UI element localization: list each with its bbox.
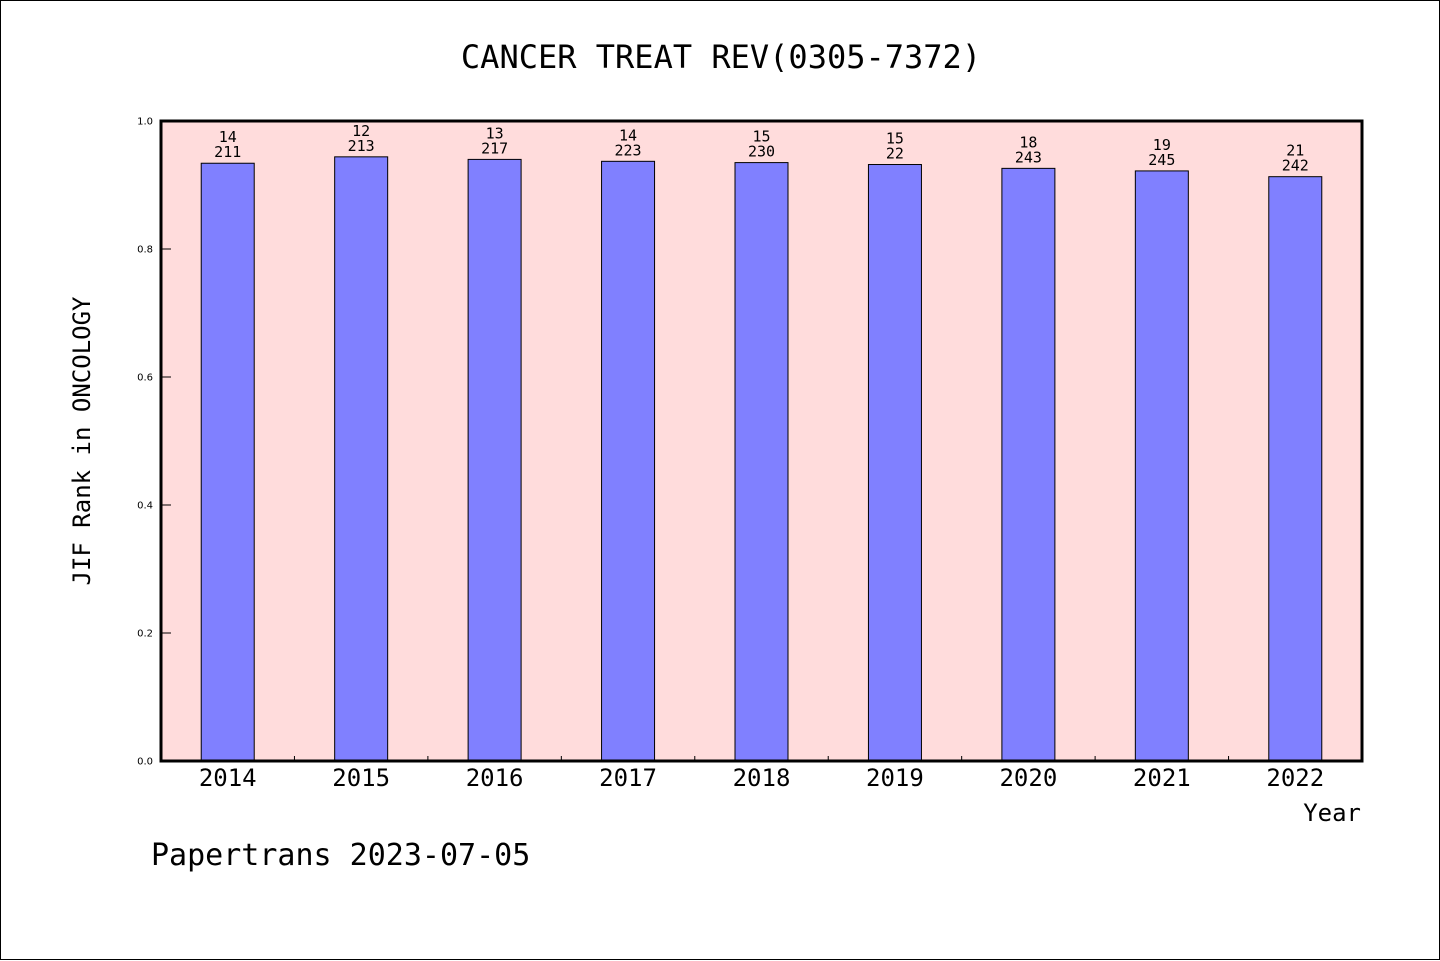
x-tick-label-2014: 2014	[199, 764, 257, 792]
total-label-2022: 242	[1282, 157, 1309, 175]
y-tick-label-0.8: 0.8	[137, 245, 153, 256]
total-label-2021: 245	[1148, 151, 1175, 169]
total-label-2018: 230	[748, 143, 775, 161]
x-tick-label-2022: 2022	[1266, 764, 1324, 792]
x-tick-label-2016: 2016	[466, 764, 524, 792]
x-tick-label-2019: 2019	[866, 764, 924, 792]
x-tick-label-2020: 2020	[999, 764, 1057, 792]
rank-label-2018: 15	[752, 128, 770, 146]
bar-2020	[1001, 167, 1056, 762]
total-label-2017: 223	[615, 141, 642, 159]
x-tick-label-2021: 2021	[1133, 764, 1191, 792]
y-tick-label-1.0: 1.0	[137, 117, 153, 128]
y-tick-label-0.0: 0.0	[137, 757, 153, 768]
total-label-2015: 213	[348, 137, 375, 155]
bar-2014	[200, 162, 255, 762]
y-tick-label-0.4: 0.4	[137, 501, 153, 512]
footer-watermark: Papertrans 2023-07-05	[151, 838, 530, 873]
y-tick-label-0.2: 0.2	[137, 629, 153, 640]
rank-label-2014: 14	[219, 128, 237, 146]
bar-2016	[467, 158, 522, 762]
rank-label-2016: 13	[486, 124, 504, 142]
bar-2022	[1268, 176, 1323, 762]
x-tick-label-2015: 2015	[332, 764, 390, 792]
total-label-2019: 22	[886, 145, 904, 163]
rank-label-2015: 12	[352, 122, 370, 140]
rank-label-2021: 19	[1153, 136, 1171, 154]
chart-title: CANCER TREAT REV(0305-7372)	[461, 38, 981, 76]
y-tick-label-0.6: 0.6	[137, 373, 153, 384]
bar-2015	[334, 156, 389, 762]
total-label-2020: 243	[1015, 148, 1042, 166]
x-tick-label-2017: 2017	[599, 764, 657, 792]
total-label-2016: 217	[481, 139, 508, 157]
rank-label-2020: 18	[1019, 133, 1037, 151]
x-axis-label: Year	[1303, 799, 1361, 827]
rank-label-2022: 21	[1286, 142, 1304, 160]
total-label-2014: 211	[214, 143, 241, 161]
y-axis-label: JIF Rank in ONCOLOGY	[68, 296, 96, 586]
rank-label-2019: 15	[886, 130, 904, 148]
bar-2017	[601, 160, 656, 762]
plot-border	[159, 119, 1364, 763]
x-tick-label-2018: 2018	[733, 764, 791, 792]
rank-label-2017: 14	[619, 126, 637, 144]
bar-2019	[867, 164, 922, 762]
bar-2018	[734, 162, 789, 762]
bar-2021	[1134, 170, 1189, 762]
